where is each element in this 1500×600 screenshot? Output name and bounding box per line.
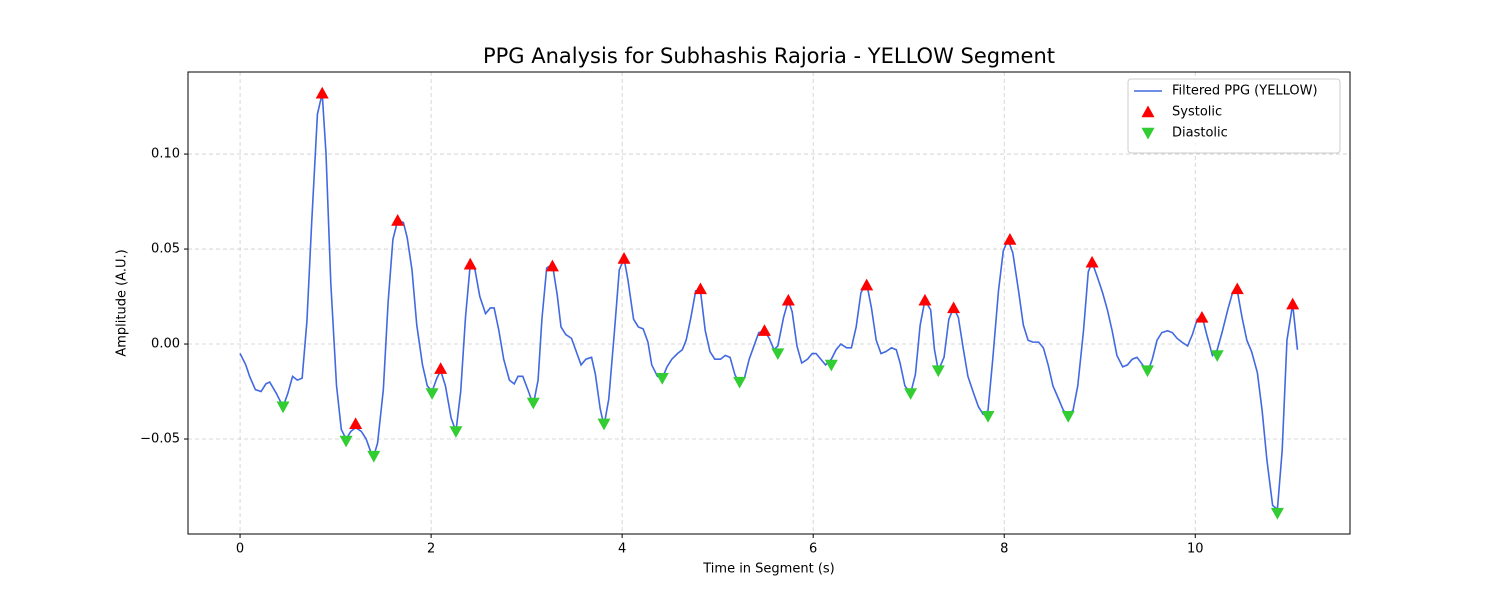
peak-marker xyxy=(860,278,874,291)
peak-marker xyxy=(367,450,381,463)
legend-label: Systolic xyxy=(1172,105,1222,120)
peak-marker xyxy=(1140,365,1154,378)
legend-box xyxy=(1127,78,1341,154)
y-tick-label: 0.10 xyxy=(151,147,180,162)
peak-marker xyxy=(1286,297,1300,310)
peak-marker xyxy=(597,418,611,431)
peak-marker xyxy=(349,417,363,430)
x-axis-label: Time in Segment (s) xyxy=(702,562,834,577)
y-tick-label: 0.00 xyxy=(151,337,180,352)
x-tick-label: 4 xyxy=(618,542,626,557)
peak-marker xyxy=(1085,255,1099,268)
peak-marker xyxy=(425,388,439,400)
peak-marker xyxy=(463,257,477,270)
peak-marker xyxy=(526,397,540,410)
peak-marker xyxy=(655,373,669,385)
peak-marker xyxy=(733,376,747,389)
peak-marker xyxy=(757,324,771,336)
peak-marker xyxy=(449,426,463,438)
x-tick-label: 2 xyxy=(427,542,435,557)
peak-marker xyxy=(1003,233,1017,245)
x-tick-label: 6 xyxy=(809,542,817,557)
peak-marker xyxy=(1230,282,1244,295)
plot-area: 0 2 4 6 8 10 −0.05 0.00 0.05 0.10 Filtered PPG (YE… xyxy=(140,71,1351,557)
peak-marker xyxy=(981,411,995,423)
peak-marker xyxy=(693,282,707,295)
peak-marker xyxy=(434,362,448,374)
y-tick-label: −0.05 xyxy=(140,432,180,447)
peak-marker xyxy=(918,293,932,306)
peak-marker xyxy=(781,293,795,306)
peak-marker xyxy=(1061,411,1075,423)
peak-marker xyxy=(1210,350,1224,362)
peak-marker xyxy=(276,401,290,414)
y-axis-label: Amplitude (A.U.) xyxy=(115,249,130,356)
x-tick-label: 10 xyxy=(1187,542,1204,557)
legend-label: Diastolic xyxy=(1172,126,1228,141)
peak-marker xyxy=(904,388,918,400)
legend: Filtered PPG (YELLOW) Systolic Diastolic xyxy=(1127,78,1341,154)
peak-marker xyxy=(1195,310,1209,323)
peak-marker xyxy=(824,359,838,372)
peak-marker xyxy=(1270,507,1284,520)
chart-title: PPG Analysis for Subhashis Rajoria - YEL… xyxy=(483,44,1055,68)
legend-swatch xyxy=(1141,127,1155,140)
x-tick-label: 8 xyxy=(1000,542,1008,557)
axes-frame xyxy=(187,71,1351,535)
peak-marker xyxy=(339,435,353,448)
legend-swatch xyxy=(1141,105,1155,118)
legend-label: Filtered PPG (YELLOW) xyxy=(1172,84,1318,99)
peak-marker xyxy=(931,365,945,378)
peak-marker xyxy=(617,252,631,264)
y-tick-label: 0.05 xyxy=(151,242,180,257)
peak-marker xyxy=(947,301,961,314)
peak-marker xyxy=(545,259,559,272)
x-tick-label: 0 xyxy=(236,542,244,557)
peak-marker xyxy=(391,214,405,226)
peak-marker xyxy=(315,86,329,99)
peak-marker xyxy=(771,348,785,361)
